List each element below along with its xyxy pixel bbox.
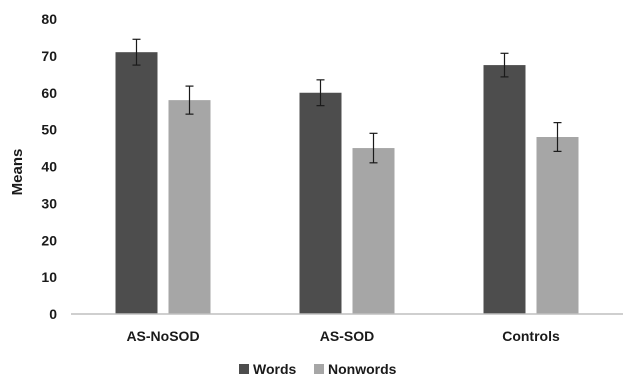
bar-nonwords-as-sod (352, 148, 395, 314)
x-axis-labels: AS-NoSOD AS-SOD Controls (126, 328, 560, 344)
legend-label: Words (253, 361, 297, 377)
legend: Words Nonwords (239, 361, 397, 377)
y-tick-label: 70 (41, 48, 57, 64)
x-category-label: Controls (502, 328, 560, 344)
legend-label: Nonwords (328, 361, 397, 377)
bar-nonwords-as-nosod (168, 100, 211, 314)
y-tick-label: 20 (41, 232, 57, 248)
x-category-label: AS-SOD (320, 328, 374, 344)
y-tick-label: 80 (41, 11, 57, 27)
y-tick-label: 60 (41, 85, 57, 101)
y-tick-label: 10 (41, 269, 57, 285)
bar-words-as-sod (299, 92, 342, 314)
legend-swatch-nonwords (314, 364, 324, 374)
y-tick-label: 0 (49, 306, 57, 322)
bar-groups (115, 38, 579, 314)
y-tick-label: 30 (41, 195, 57, 211)
y-tick-label: 50 (41, 122, 57, 138)
y-tick-label: 40 (41, 159, 57, 175)
bar-nonwords-controls (536, 137, 579, 314)
y-axis-title: Means (9, 149, 26, 196)
x-category-label: AS-NoSOD (126, 328, 199, 344)
y-axis-ticks: 0 10 20 30 40 50 60 70 80 (41, 11, 57, 322)
bar-words-as-nosod (115, 52, 158, 314)
bar-words-controls (483, 65, 526, 314)
legend-swatch-words (239, 364, 249, 374)
